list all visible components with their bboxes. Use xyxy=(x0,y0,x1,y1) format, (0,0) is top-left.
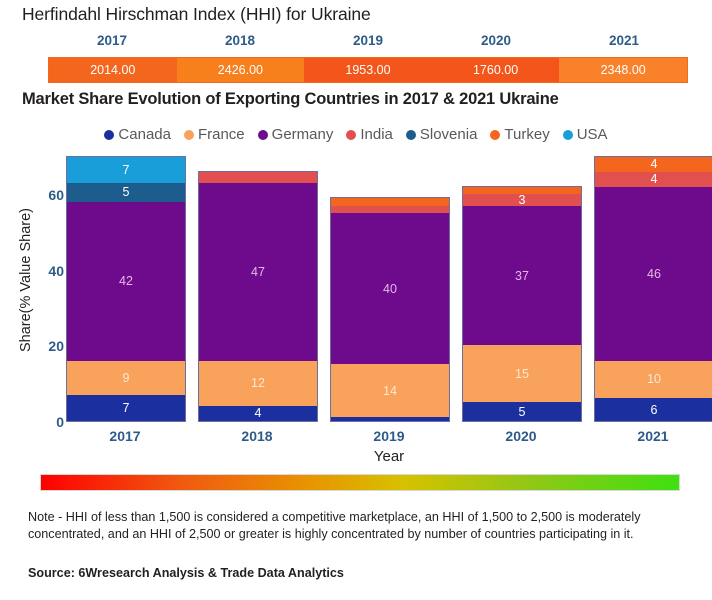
x-axis-tick-label: 2018 xyxy=(241,428,273,444)
bar-segment-turkey[interactable] xyxy=(463,186,581,195)
x-axis-tick-label: 2020 xyxy=(505,428,537,444)
legend-item-germany[interactable]: Germany xyxy=(257,126,334,143)
hhi-value-cell: 1953.00 xyxy=(304,58,432,82)
bar-segment-canada[interactable] xyxy=(331,417,449,421)
bar-segment-turkey[interactable] xyxy=(331,198,449,206)
hhi-value-cell: 2348.00 xyxy=(559,58,687,82)
hhi-title: Herfindahl Hirschman Index (HHI) for Ukr… xyxy=(22,4,371,24)
stacked-bar-2021[interactable]: 6 10 46 4 4 xyxy=(594,155,712,422)
bar-segment-india[interactable]: 3 xyxy=(463,194,581,206)
y-axis-ticks: 0 20 40 60 xyxy=(0,150,64,450)
bar-segment-turkey[interactable]: 4 xyxy=(595,156,712,172)
legend-item-turkey[interactable]: Turkey xyxy=(490,126,550,143)
bar-segment-canada[interactable]: 6 xyxy=(595,398,712,421)
hhi-year-header-row: 2017 2018 2019 2020 2021 xyxy=(48,33,688,48)
chart-legend: Canada France Germany India Slovenia Turkey US… xyxy=(0,126,712,143)
hhi-value-cell: 1760.00 xyxy=(431,58,560,82)
x-axis-tick-label: 2019 xyxy=(373,428,405,444)
legend-label: Canada xyxy=(118,126,171,143)
bar-segment-india[interactable] xyxy=(199,171,317,184)
legend-label: India xyxy=(360,126,393,143)
stacked-bar-2017[interactable]: 7 9 42 5 7 xyxy=(66,155,186,422)
bar-segment-canada[interactable]: 7 xyxy=(67,394,185,421)
hhi-value-bar: 2014.00 2426.00 1953.00 1760.00 2348.00 xyxy=(48,57,688,83)
legend-label: Turkey xyxy=(504,126,550,143)
bar-segment-india[interactable]: 4 xyxy=(595,171,712,187)
x-axis-tick-label: 2021 xyxy=(637,428,669,444)
bar-segment-france[interactable]: 9 xyxy=(67,360,185,395)
bar-segment-canada[interactable]: 5 xyxy=(463,402,581,421)
stacked-bar-2020[interactable]: 5 15 37 3 xyxy=(462,185,582,422)
bar-segment-germany[interactable]: 46 xyxy=(595,186,712,361)
legend-label: Germany xyxy=(271,126,334,143)
bar-segment-india[interactable] xyxy=(331,205,449,214)
legend-item-usa[interactable]: USA xyxy=(562,126,608,143)
source-text: Source: 6Wresearch Analysis & Trade Data… xyxy=(28,566,344,580)
legend-label: Slovenia xyxy=(419,126,478,143)
bar-segment-germany[interactable]: 42 xyxy=(67,201,185,361)
bar-segment-slovenia[interactable]: 5 xyxy=(67,183,185,202)
legend-dot-icon xyxy=(257,129,268,140)
legend-label: USA xyxy=(576,126,608,143)
hhi-value-cell: 2426.00 xyxy=(176,58,305,82)
y-axis-tick-label: 60 xyxy=(48,187,64,204)
legend-dot-icon xyxy=(562,129,573,140)
stacked-bar-2019[interactable]: 14 40 xyxy=(330,197,450,422)
legend-item-india[interactable]: India xyxy=(346,126,393,143)
legend-label: France xyxy=(197,126,245,143)
bar-segment-germany[interactable]: 37 xyxy=(463,205,581,346)
legend-dot-icon xyxy=(346,129,357,140)
stacked-bars-group: 7 9 42 5 7 2017 4 12 47 2018 14 40 2019 5 15 37 3 2020 6 10… xyxy=(66,150,712,444)
bar-segment-usa[interactable]: 7 xyxy=(67,156,185,184)
legend-item-france[interactable]: France xyxy=(183,126,245,143)
hhi-year-label: 2021 xyxy=(608,33,640,48)
legend-item-canada[interactable]: Canada xyxy=(104,126,171,143)
hhi-year-label: 2019 xyxy=(352,33,384,48)
bar-segment-france[interactable]: 14 xyxy=(331,364,449,418)
stacked-bar-2018[interactable]: 4 12 47 xyxy=(198,170,318,422)
bar-segment-canada[interactable]: 4 xyxy=(199,405,317,421)
bar-segment-germany[interactable]: 40 xyxy=(331,213,449,365)
y-axis-tick-label: 20 xyxy=(48,338,64,355)
bar-segment-france[interactable]: 15 xyxy=(463,345,581,403)
hhi-gradient-scale xyxy=(40,474,680,491)
legend-item-slovenia[interactable]: Slovenia xyxy=(405,126,478,143)
x-axis-tick-label: 2017 xyxy=(109,428,141,444)
hhi-year-label: 2018 xyxy=(224,33,256,48)
hhi-value-cell: 2014.00 xyxy=(49,58,177,82)
bar-segment-france[interactable]: 12 xyxy=(199,360,317,406)
bar-segment-france[interactable]: 10 xyxy=(595,360,712,399)
y-axis-tick-label: 40 xyxy=(48,262,64,279)
x-axis-label: Year xyxy=(373,448,405,465)
y-axis-tick-label: 0 xyxy=(56,414,64,430)
hhi-year-label: 2020 xyxy=(480,33,512,48)
hhi-year-label: 2017 xyxy=(96,33,128,48)
legend-dot-icon xyxy=(405,129,416,140)
chart-title: Market Share Evolution of Exporting Coun… xyxy=(22,90,559,108)
legend-dot-icon xyxy=(104,129,115,140)
legend-dot-icon xyxy=(490,129,501,140)
legend-dot-icon xyxy=(183,129,194,140)
note-text: Note - HHI of less than 1,500 is conside… xyxy=(28,510,641,541)
chart-plot-area: Share(% Value Share) 0 20 40 60 7 9 42 5 7 2017 4… xyxy=(0,150,712,465)
bar-segment-germany[interactable]: 47 xyxy=(199,183,317,361)
